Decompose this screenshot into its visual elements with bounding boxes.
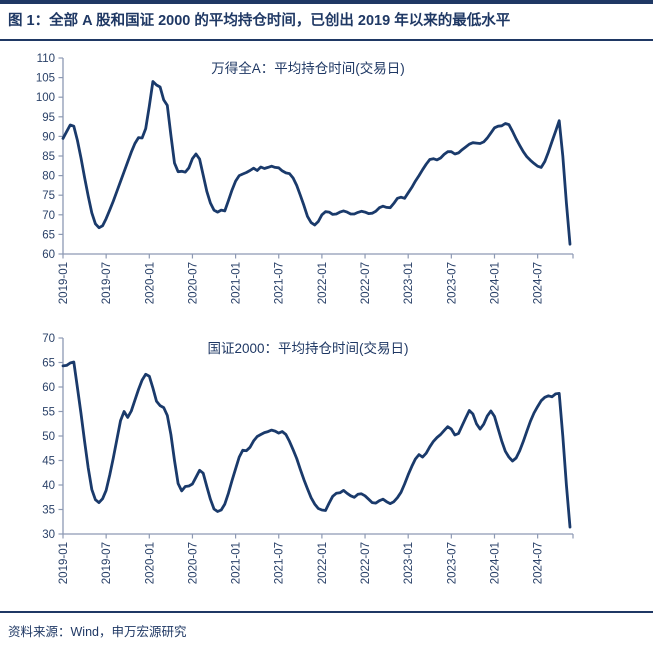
- y-tick-label: 65: [42, 229, 55, 241]
- y-tick-label: 65: [42, 357, 55, 369]
- y-tick-label: 105: [36, 72, 55, 84]
- y-tick-label: 70: [42, 209, 55, 221]
- x-tick-label: 2022-01: [317, 262, 329, 304]
- x-tick-label: 2023-01: [403, 262, 415, 304]
- y-tick-label: 45: [42, 455, 55, 467]
- x-tick-label: 2024-01: [489, 262, 501, 304]
- x-tick-label: 2021-01: [231, 542, 243, 584]
- csi2000-holding-period-chart: 30 35 40 45 50 55 60 65 70 2019-01 2019-07 2020-01 2…: [42, 333, 574, 584]
- wind-all-a-holding-period-chart: 60 65 70 75 80 85 90 95 100 105 110 2019-01 2019-07 2…: [36, 53, 574, 304]
- x-tick-label: 2021-01: [231, 262, 243, 304]
- x-tick-label: 2022-07: [360, 542, 372, 584]
- y-tick-label: 85: [42, 151, 55, 163]
- x-tick-label: 2024-01: [489, 542, 501, 584]
- y-tick-label: 60: [42, 382, 55, 394]
- figure-title: 图 1：全部 A 股和国证 2000 的平均持仓时间，已创出 2019 年以来的…: [8, 13, 511, 29]
- x-tick-label: 2019-07: [101, 262, 113, 304]
- title-underline: [0, 38, 653, 41]
- y-tick-label: 100: [36, 92, 55, 104]
- y-tick-label: 110: [37, 53, 55, 65]
- series-line: [61, 360, 572, 529]
- x-tick-label: 2024-07: [533, 262, 545, 304]
- footer-rule: [0, 610, 653, 613]
- x-tick-label: 2021-07: [274, 542, 286, 584]
- x-tick-label: 2022-01: [317, 542, 329, 584]
- y-tick-label: 70: [42, 333, 55, 345]
- x-tick-label: 2019-01: [58, 542, 70, 584]
- chart-title: 万得全A：平均持仓时间(交易日): [211, 60, 405, 76]
- y-tick-label: 95: [42, 111, 55, 123]
- y-tick-label: 75: [42, 190, 55, 202]
- x-tick-label: 2019-01: [58, 262, 70, 304]
- y-tick-label: 60: [42, 249, 55, 261]
- y-tick-label: 55: [42, 406, 55, 418]
- y-tick-label: 50: [42, 431, 55, 443]
- chart-title: 国证2000：平均持仓时间(交易日): [207, 340, 408, 356]
- x-tick-label: 2020-07: [187, 262, 199, 304]
- y-tick-label: 35: [42, 504, 55, 516]
- y-tick-label: 40: [42, 480, 55, 492]
- top-border: [0, 0, 653, 4]
- x-tick-label: 2020-01: [144, 262, 156, 304]
- x-tick-label: 2019-07: [101, 542, 113, 584]
- x-tick-label: 2023-07: [446, 542, 458, 584]
- x-tick-label: 2021-07: [274, 262, 286, 304]
- x-tick-label: 2020-07: [187, 542, 199, 584]
- series-line: [61, 79, 572, 246]
- source-note: 资料来源：Wind，申万宏源研究: [8, 624, 187, 639]
- x-tick-label: 2023-01: [403, 542, 415, 584]
- x-tick-label: 2023-07: [446, 262, 458, 304]
- x-tick-label: 2020-01: [144, 542, 156, 584]
- y-tick-label: 30: [42, 529, 55, 541]
- x-tick-label: 2022-07: [360, 262, 372, 304]
- y-tick-label: 90: [42, 131, 55, 143]
- y-tick-label: 80: [42, 170, 55, 182]
- x-tick-label: 2024-07: [533, 542, 545, 584]
